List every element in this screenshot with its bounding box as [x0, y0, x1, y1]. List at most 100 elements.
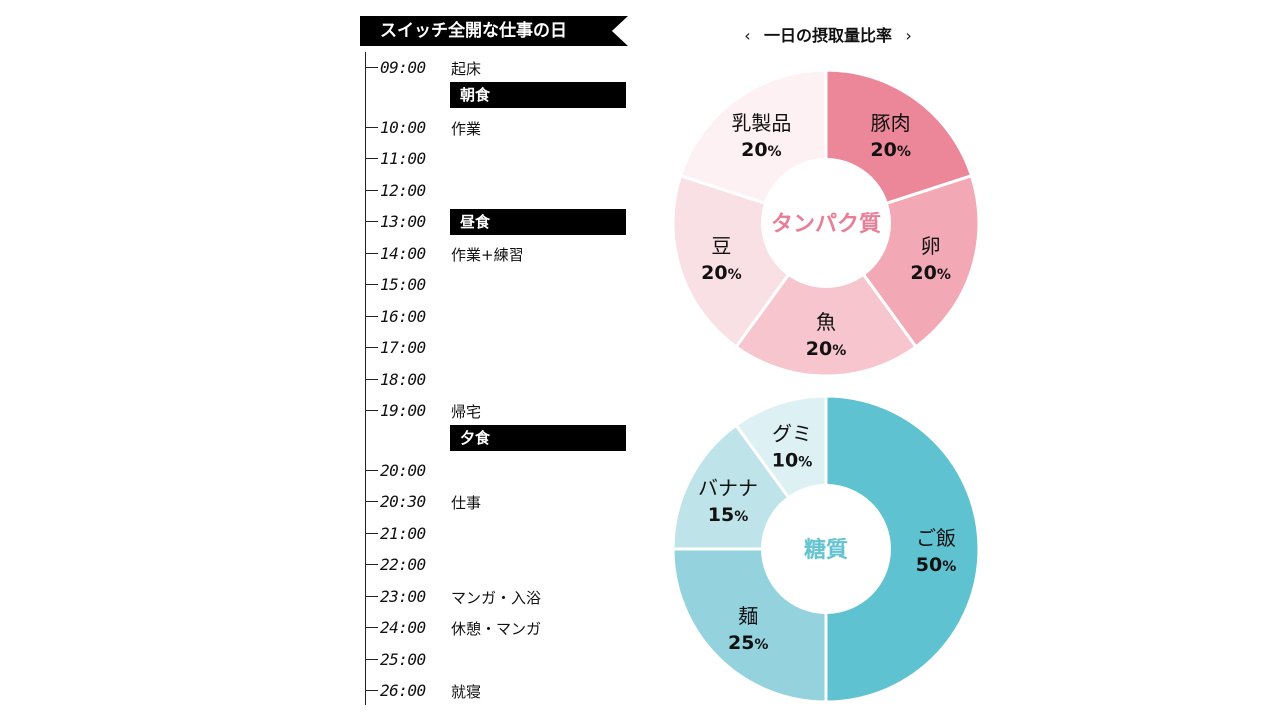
slice-label: 乳製品	[731, 111, 791, 135]
timeline-time: 12:00	[380, 180, 426, 200]
timeline-time: 09:00	[380, 58, 426, 77]
timeline-time: 20:30	[380, 492, 426, 511]
timeline-tick	[365, 284, 378, 285]
schedule-title: スイッチ全開な仕事の日	[360, 16, 628, 46]
timeline-row: 09:00 起床	[365, 58, 635, 78]
timeline-row: 11:00	[365, 149, 635, 169]
timeline-activity: 作業	[451, 119, 482, 138]
timeline-time: 10:00	[380, 117, 426, 137]
donut-hole	[761, 484, 891, 614]
timeline-activity: 起床	[451, 60, 482, 78]
slice-label: ご飯	[916, 526, 956, 550]
timeline-tick	[365, 532, 378, 534]
timeline-tick	[365, 627, 378, 628]
timeline-tick	[365, 690, 378, 691]
slice-value: 25%	[728, 632, 768, 654]
timeline-row: 23:00 マンガ・入浴	[365, 587, 635, 607]
timeline-tick	[365, 658, 378, 660]
timeline-row: 20:00	[365, 461, 635, 481]
timeline-tick	[365, 315, 378, 317]
timeline-row: 10:00 作業	[365, 118, 635, 138]
timeline-row: 18:00	[365, 370, 635, 390]
timeline-row: 15:00	[365, 275, 635, 295]
timeline-row: 22:00	[365, 555, 635, 575]
meal-label: 昼食	[450, 209, 626, 235]
donut-center-title: タンパク質	[771, 212, 881, 237]
timeline-time: 13:00	[380, 212, 426, 231]
slice-value: 20%	[741, 139, 781, 161]
timeline-tick	[365, 564, 378, 565]
timeline-row: 20:30 仕事	[365, 492, 635, 512]
timeline-activity: 帰宅	[451, 403, 482, 421]
donut-center-title: 糖質	[804, 537, 848, 563]
timeline-tick	[365, 221, 378, 222]
slice-value: 15%	[708, 504, 748, 526]
timeline-row: 12:00	[365, 181, 635, 201]
timeline-activity: 仕事	[451, 494, 482, 512]
timeline-time: 24:00	[380, 618, 426, 637]
timeline-time: 16:00	[380, 306, 426, 326]
timeline-tick	[365, 67, 378, 68]
pie-slice	[824, 394, 981, 704]
timeline-activity: 作業+練習	[451, 245, 524, 264]
slice-label: グミ	[772, 421, 812, 445]
donut-chart-0: 豚肉 20% 卵 20% 魚 20% 豆 20% 乳製品 20% タンパク質	[671, 68, 981, 378]
chevron-left-icon[interactable]: ‹	[744, 26, 751, 45]
slice-value: 20%	[870, 139, 910, 161]
slice-label: 豚肉	[871, 111, 911, 135]
timeline-time: 17:00	[380, 338, 426, 357]
chart-header: ‹ 一日の摂取量比率 ›	[728, 22, 928, 46]
meal-label: 朝食	[450, 82, 626, 108]
slice-label: 卵	[921, 234, 941, 258]
slice-value: 50%	[916, 554, 956, 576]
slice-label: 麺	[738, 604, 758, 628]
timeline-time: 19:00	[380, 401, 426, 420]
timeline-time: 11:00	[380, 149, 426, 168]
timeline-time: 22:00	[380, 555, 426, 574]
timeline-row: 19:00 帰宅	[365, 401, 635, 421]
timeline-tick	[365, 378, 378, 380]
timeline-tick	[365, 347, 378, 348]
timeline-time: 14:00	[380, 243, 426, 263]
chevron-right-icon[interactable]: ›	[905, 26, 912, 45]
slice-value: 10%	[772, 449, 812, 471]
donut-chart-1: ご飯 50% 麺 25% バナナ 15% グミ 10% 糖質	[671, 394, 981, 704]
timeline-row: 21:00	[365, 524, 635, 544]
slice-label: 魚	[816, 310, 836, 334]
chart-header-title: 一日の摂取量比率	[763, 26, 892, 45]
timeline-tick	[365, 126, 378, 128]
timeline-row: 16:00	[365, 307, 635, 327]
pie-slice	[733, 220, 919, 378]
slice-value: 20%	[806, 338, 846, 360]
timeline-tick	[365, 158, 378, 159]
timeline-time: 21:00	[380, 523, 426, 543]
timeline-activity: 休憩・マンガ	[451, 620, 542, 638]
slice-value: 20%	[910, 262, 950, 284]
timeline-row: 14:00 作業+練習	[365, 244, 635, 264]
donut-hole	[761, 158, 891, 288]
timeline-tick	[365, 189, 378, 191]
timeline-tick	[365, 252, 378, 254]
slice-label: 豆	[711, 234, 731, 258]
timeline-row: 13:00	[365, 212, 635, 232]
timeline-time: 23:00	[380, 586, 426, 606]
timeline-row: 17:00	[365, 338, 635, 358]
timeline-time: 18:00	[380, 369, 426, 389]
timeline-time: 20:00	[380, 460, 426, 480]
timeline-row: 25:00	[365, 650, 635, 670]
timeline-time: 26:00	[380, 681, 426, 700]
meal-label: 夕食	[450, 425, 626, 451]
slice-label: バナナ	[698, 476, 758, 500]
timeline-time: 25:00	[380, 649, 426, 669]
timeline-row: 24:00 休憩・マンガ	[365, 618, 635, 638]
timeline-tick	[365, 410, 378, 411]
slice-value: 20%	[701, 262, 741, 284]
timeline-activity: マンガ・入浴	[451, 588, 542, 607]
timeline-tick	[365, 595, 378, 597]
timeline-row: 26:00 就寝	[365, 681, 635, 701]
timeline-tick	[365, 469, 378, 471]
timeline-tick	[365, 501, 378, 502]
timeline-activity: 就寝	[451, 683, 482, 701]
timeline-time: 15:00	[380, 275, 426, 294]
